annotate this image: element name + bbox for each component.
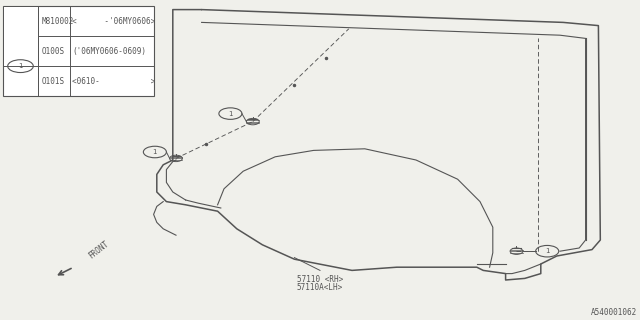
Text: 1: 1 — [228, 111, 233, 116]
Text: <0610-           >: <0610- > — [72, 76, 156, 85]
Text: 57110 <RH>: 57110 <RH> — [297, 275, 343, 284]
Text: 1: 1 — [545, 248, 550, 254]
Text: A540001062: A540001062 — [591, 308, 637, 317]
Text: M810002: M810002 — [42, 17, 74, 26]
Text: <      -'06MY0606>: < -'06MY0606> — [72, 17, 156, 26]
Text: 1: 1 — [152, 149, 157, 155]
Text: 1: 1 — [18, 63, 23, 69]
Bar — [4, 7, 38, 66]
Bar — [3, 6, 154, 96]
Text: O101S: O101S — [42, 76, 65, 85]
Text: 57110A<LH>: 57110A<LH> — [297, 283, 343, 292]
Text: FRONT: FRONT — [86, 239, 110, 261]
Text: ('06MY0606-0609): ('06MY0606-0609) — [72, 47, 147, 56]
Text: O100S: O100S — [42, 47, 65, 56]
